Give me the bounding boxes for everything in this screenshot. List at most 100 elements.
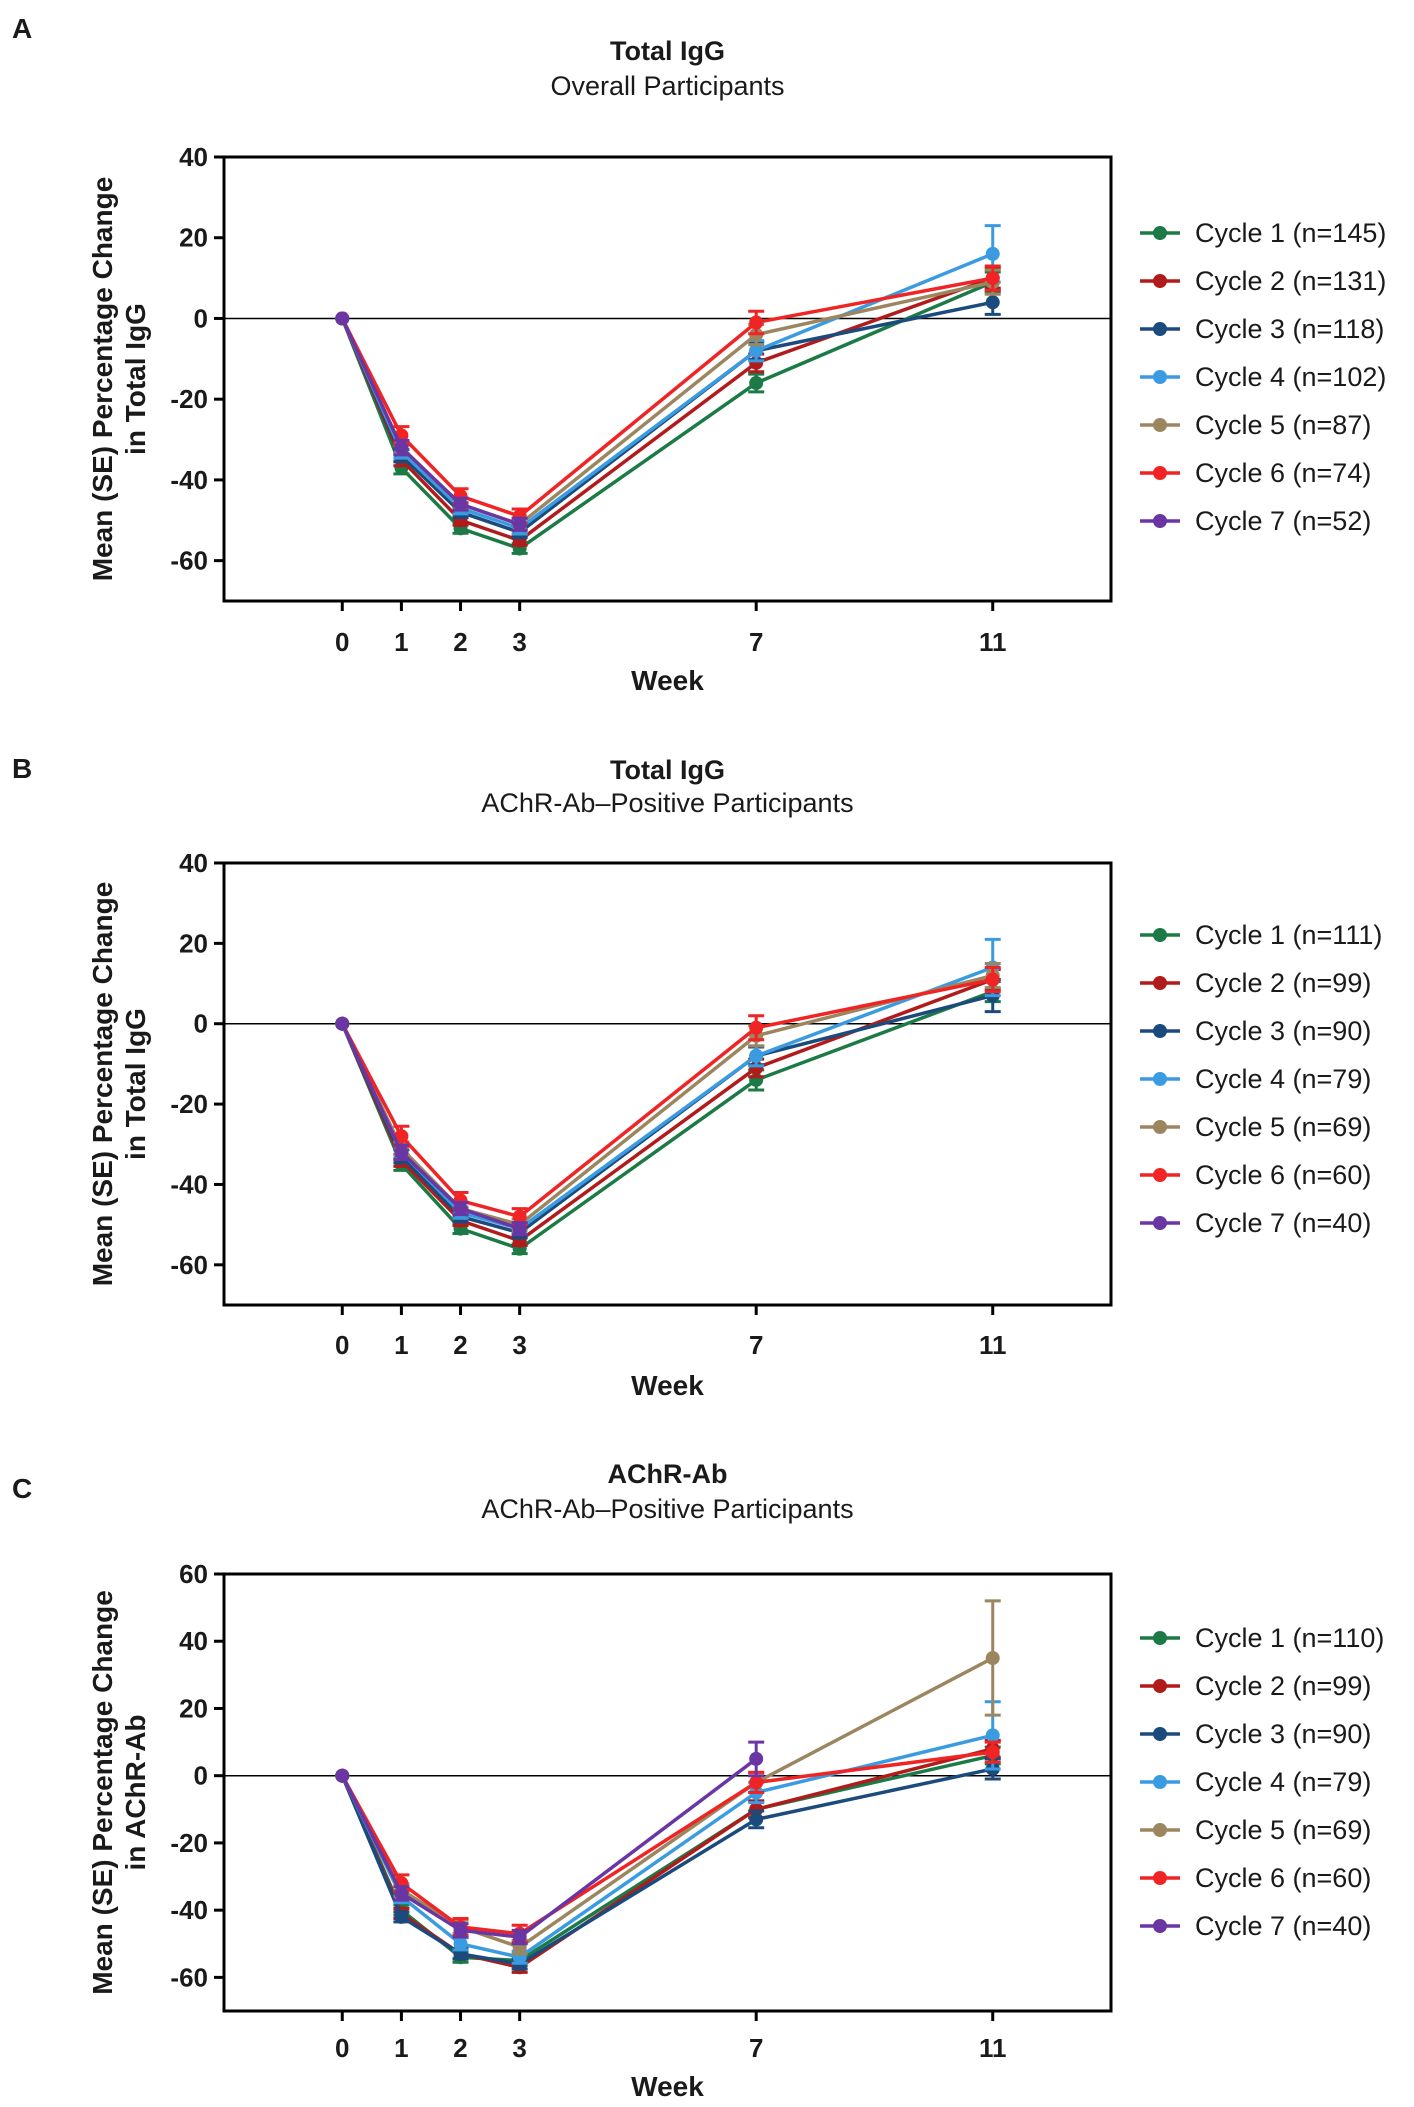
- legend-label: Cycle 3 (n=90): [1195, 1016, 1371, 1046]
- data-point: [749, 1751, 764, 1766]
- data-point: [453, 1923, 468, 1938]
- legend-marker: [1153, 322, 1167, 336]
- data-point: [985, 1651, 1000, 1666]
- legend-marker: [1153, 1216, 1167, 1230]
- series-group: [335, 224, 1001, 556]
- legend: Cycle 1 (n=110) Cycle 2 (n=99) Cycle 3 (n=…: [1140, 1623, 1384, 1941]
- x-tick-label: 1: [394, 1330, 408, 1360]
- series-line: [340, 1750, 993, 1936]
- x-tick-label: 3: [512, 1330, 526, 1360]
- data-point: [985, 1745, 1000, 1760]
- data-point: [453, 1201, 468, 1216]
- legend-item: Cycle 3 (n=118): [1140, 314, 1384, 344]
- y-tick-label: 40: [179, 142, 208, 172]
- data-point: [335, 1768, 350, 1783]
- chart-title: Total IgG: [610, 755, 725, 785]
- y-axis-label-line: Mean (SE) Percentage Change: [87, 177, 118, 582]
- plot-frame: [222, 155, 1113, 603]
- data-point: [453, 1936, 468, 1951]
- legend-item: Cycle 7 (n=40): [1140, 1911, 1371, 1941]
- legend-marker: [1153, 928, 1167, 942]
- plot-frame: [222, 1572, 1113, 2013]
- legend-item: Cycle 5 (n=69): [1140, 1112, 1371, 1142]
- data-point: [749, 1048, 764, 1063]
- legend-label: Cycle 5 (n=87): [1195, 410, 1371, 440]
- legend-item: Cycle 1 (n=111): [1140, 920, 1382, 950]
- chart-subtitle: Overall Participants: [550, 71, 784, 101]
- data-point: [749, 1775, 764, 1790]
- x-tick-label: 11: [979, 627, 1007, 657]
- y-axis-label-line: in Total IgG: [120, 1008, 151, 1160]
- legend-label: Cycle 4 (n=102): [1195, 362, 1386, 392]
- data-point: [335, 311, 350, 326]
- legend-label: Cycle 6 (n=74): [1195, 458, 1371, 488]
- y-tick-label: -20: [170, 1089, 208, 1119]
- y-tick-label: 40: [179, 848, 208, 878]
- legend-label: Cycle 1 (n=145): [1195, 218, 1386, 248]
- legend-marker: [1153, 1168, 1167, 1182]
- chart-subtitle: AChR-Ab–Positive Participants: [481, 1494, 853, 1524]
- legend-label: Cycle 6 (n=60): [1195, 1863, 1371, 1893]
- legend: Cycle 1 (n=145) Cycle 2 (n=131) Cycle 3 (n…: [1140, 218, 1386, 536]
- data-point: [394, 1909, 409, 1924]
- y-tick-label: 0: [194, 1761, 208, 1791]
- legend-item: Cycle 6 (n=74): [1140, 458, 1371, 488]
- legend-item: Cycle 4 (n=79): [1140, 1767, 1371, 1797]
- legend-label: Cycle 1 (n=111): [1195, 920, 1382, 950]
- series-line: [340, 280, 994, 551]
- y-tick-label: 20: [179, 223, 208, 253]
- y-tick-label: -40: [170, 465, 208, 495]
- y-tick-label: -40: [170, 1895, 208, 1925]
- y-tick-label: 60: [179, 1559, 208, 1589]
- data-point: [985, 246, 1000, 261]
- legend-marker: [1153, 418, 1167, 432]
- y-axis-label-line: Mean (SE) Percentage Change: [87, 882, 118, 1287]
- legend-item: Cycle 6 (n=60): [1140, 1863, 1371, 1893]
- y-tick-label: 20: [179, 1693, 208, 1723]
- x-tick-label: 1: [394, 627, 408, 657]
- data-point: [512, 517, 527, 532]
- x-axis-label: Week: [631, 2071, 704, 2102]
- legend-marker: [1153, 370, 1167, 384]
- y-axis-label-line: in Total IgG: [120, 303, 151, 455]
- panel-letter: A: [12, 13, 32, 44]
- x-tick-label: 11: [979, 1330, 1007, 1360]
- y-tick-label: 40: [179, 1626, 208, 1656]
- series-line: [340, 977, 994, 1219]
- legend-label: Cycle 2 (n=99): [1195, 968, 1371, 998]
- legend-label: Cycle 4 (n=79): [1195, 1767, 1371, 1797]
- chart-title: Total IgG: [610, 36, 725, 66]
- data-point: [749, 376, 764, 391]
- x-axis-label: Week: [631, 1370, 704, 1401]
- series-line: [340, 1022, 521, 1231]
- data-point: [394, 1145, 409, 1160]
- legend-marker: [1153, 226, 1167, 240]
- panel-letter: C: [12, 1473, 32, 1504]
- y-tick-label: 0: [194, 1009, 208, 1039]
- data-point: [453, 497, 468, 512]
- series-7: [335, 311, 528, 532]
- x-tick-label: 0: [335, 1330, 349, 1360]
- legend-label: Cycle 7 (n=40): [1195, 1911, 1371, 1941]
- legend-marker: [1153, 1823, 1167, 1837]
- legend-label: Cycle 2 (n=99): [1195, 1671, 1371, 1701]
- legend-label: Cycle 3 (n=118): [1195, 314, 1384, 344]
- legend-marker: [1153, 1679, 1167, 1693]
- x-tick-label: 11: [979, 2033, 1007, 2063]
- y-axis-label: Mean (SE) Percentage Changein AChR-Ab: [87, 1590, 151, 1995]
- data-point: [749, 1020, 764, 1035]
- legend-item: Cycle 6 (n=60): [1140, 1160, 1371, 1190]
- y-tick-label: -60: [170, 1250, 208, 1280]
- data-point: [749, 1802, 764, 1817]
- data-point: [394, 1886, 409, 1901]
- y-tick-label: -20: [170, 384, 208, 414]
- data-point: [749, 315, 764, 330]
- y-axis-label-line: in AChR-Ab: [120, 1714, 151, 1870]
- x-tick-label: 1: [394, 2033, 408, 2063]
- series-7: [335, 1016, 528, 1237]
- legend-marker: [1153, 274, 1167, 288]
- legend-label: Cycle 7 (n=40): [1195, 1208, 1371, 1238]
- data-point: [749, 1812, 764, 1827]
